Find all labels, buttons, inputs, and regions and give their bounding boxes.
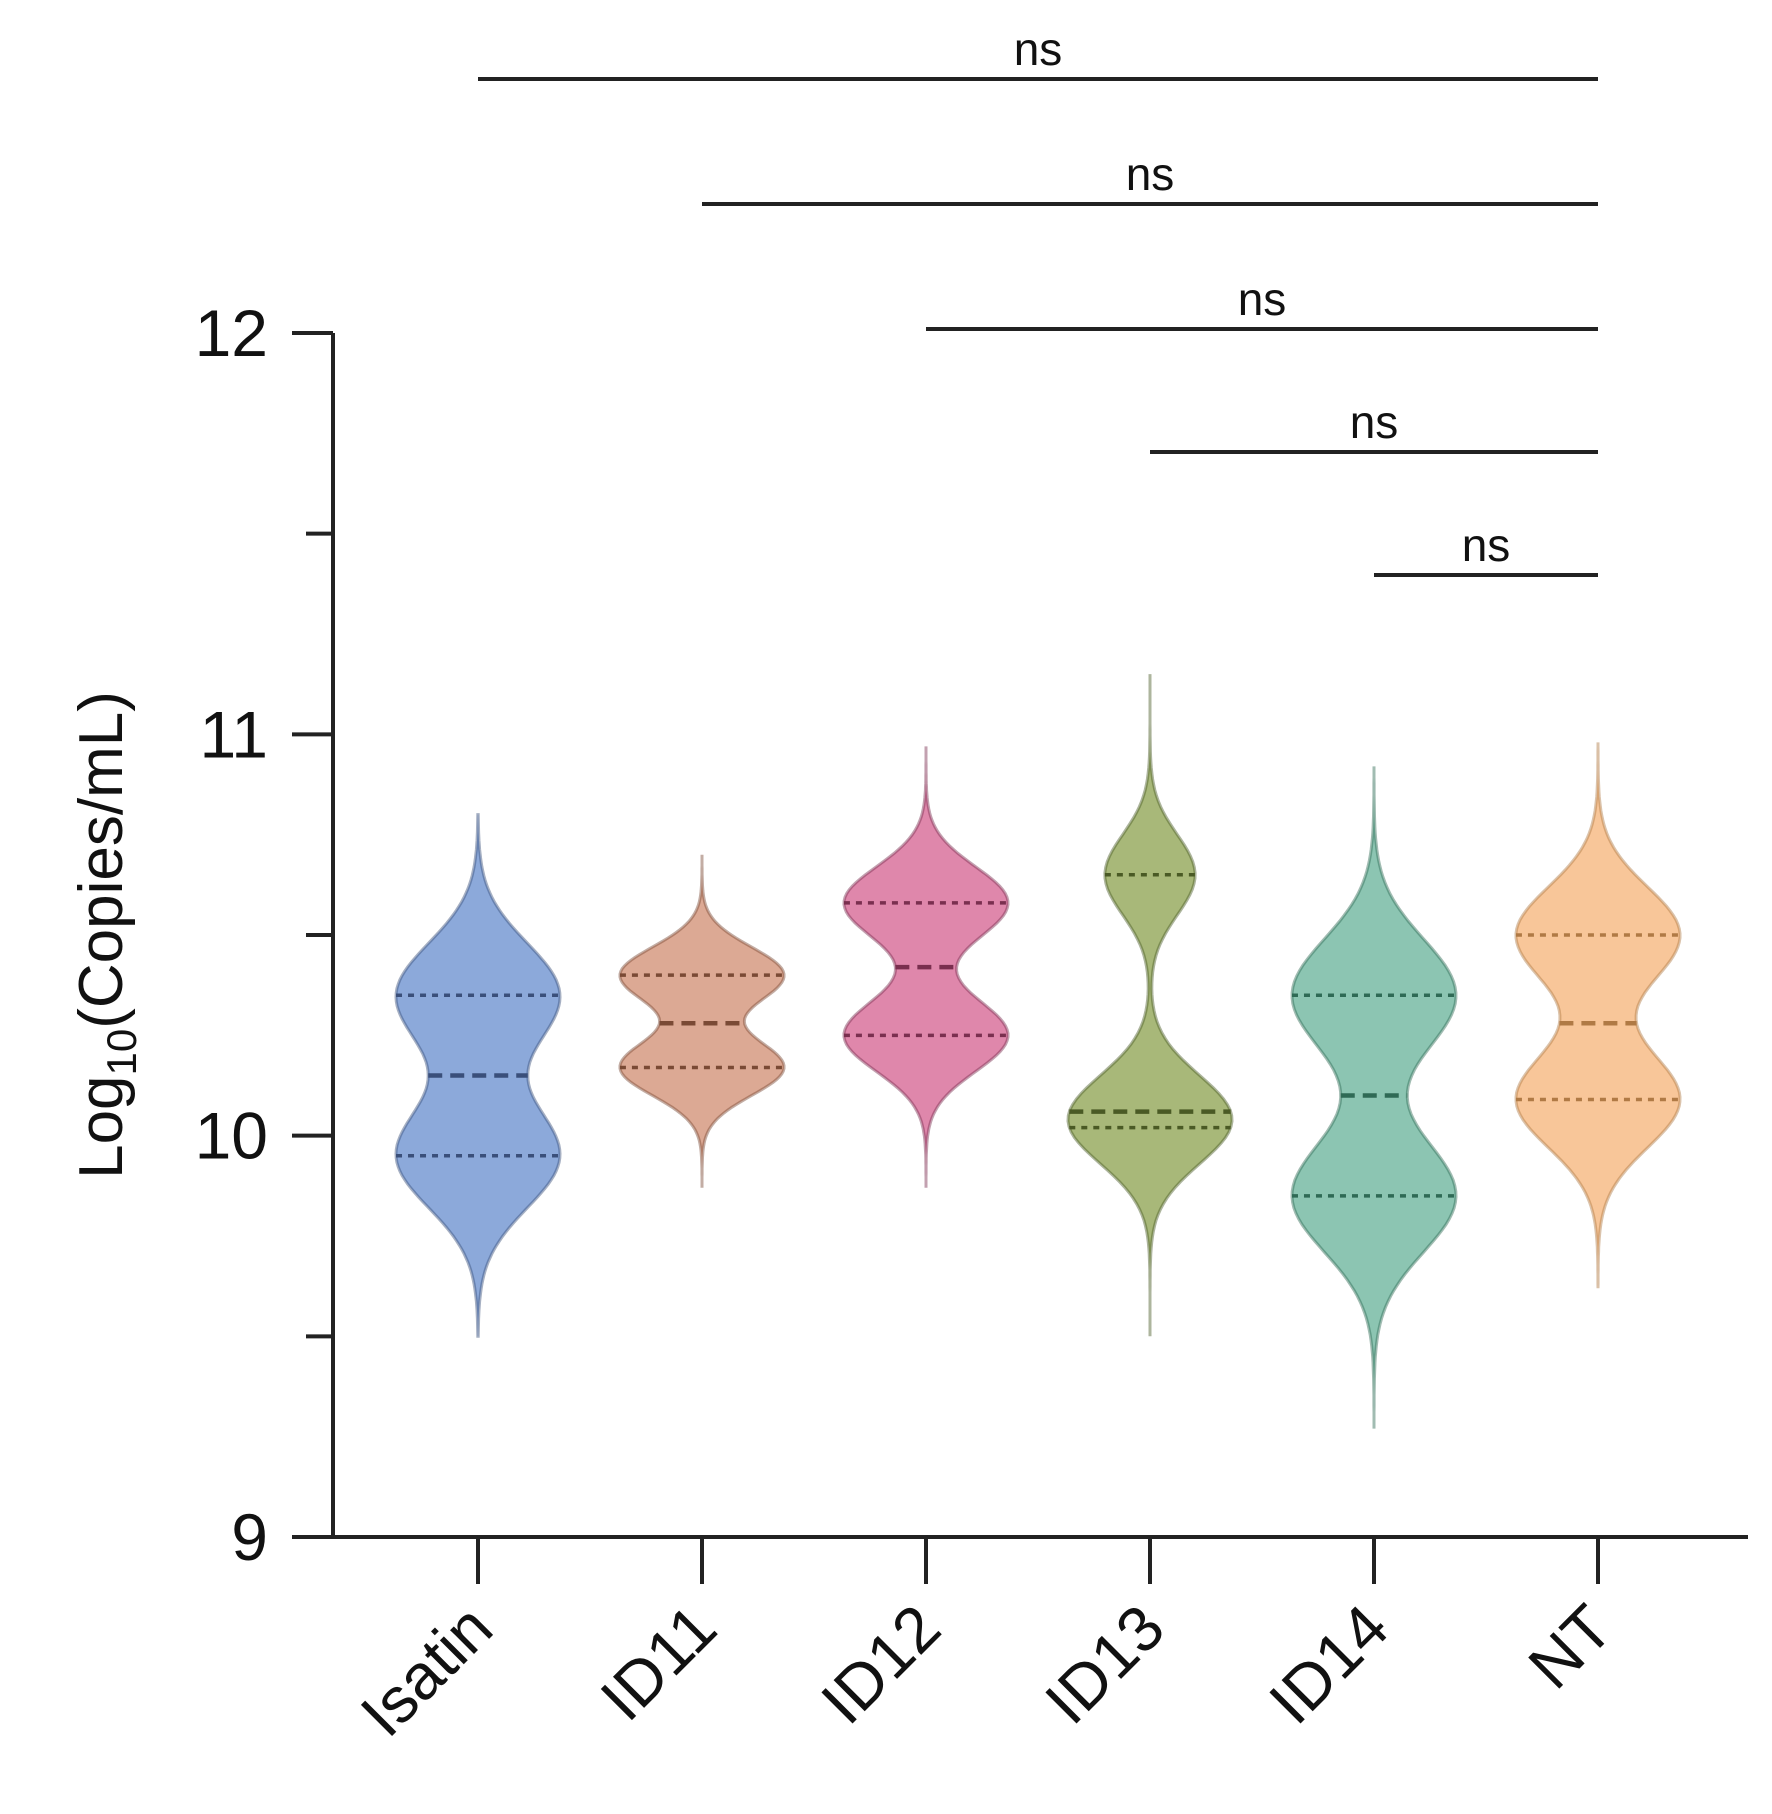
significance-bracket: ns [702,148,1598,206]
significance-brackets: ns ns ns ns ns [478,23,1598,577]
violin-nt [1514,742,1682,1289]
x-tick-label: ID13 [1031,1591,1178,1738]
y-axis-title-rest: (Copies/mL) [67,691,136,1029]
violin-isatin [394,813,562,1338]
y-axis-title-subscript: 10 [98,1029,145,1076]
y-axis-title-main: Log [67,1075,136,1178]
significance-label: ns [1014,23,1063,75]
significance-bracket: ns [478,23,1598,81]
violin-id14 [1290,766,1458,1429]
y-tick-label: 12 [195,296,268,370]
y-axis-title: Log10(Copies/mL) [67,691,145,1179]
significance-label: ns [1238,273,1287,325]
significance-label: ns [1350,396,1399,448]
violin-body [1066,674,1234,1337]
x-tick-label: Isatin [347,1591,506,1750]
x-tick-label: ID11 [587,1591,730,1734]
significance-label: ns [1126,148,1175,200]
significance-bracket: ns [1374,519,1598,577]
significance-bracket: ns [926,273,1598,331]
violins [394,674,1682,1429]
violin-body [618,854,786,1188]
violin-id13 [1066,674,1234,1337]
significance-label: ns [1462,519,1511,571]
violin-id11 [618,854,786,1188]
significance-bracket: ns [1150,396,1598,454]
violin-id12 [842,746,1010,1188]
y-tick-label: 11 [199,697,268,771]
x-tick-label: ID14 [1255,1591,1402,1738]
y-ticks: 9 10 11 12 [195,296,333,1574]
x-tick-label: NT [1515,1591,1626,1702]
y-tick-label: 10 [195,1099,268,1173]
y-tick-label: 9 [231,1500,268,1574]
x-ticks: Isatin ID11 ID12 ID13 ID14 NT [347,1537,1626,1750]
violin-body [1514,742,1682,1289]
x-tick-label: ID12 [807,1591,954,1738]
